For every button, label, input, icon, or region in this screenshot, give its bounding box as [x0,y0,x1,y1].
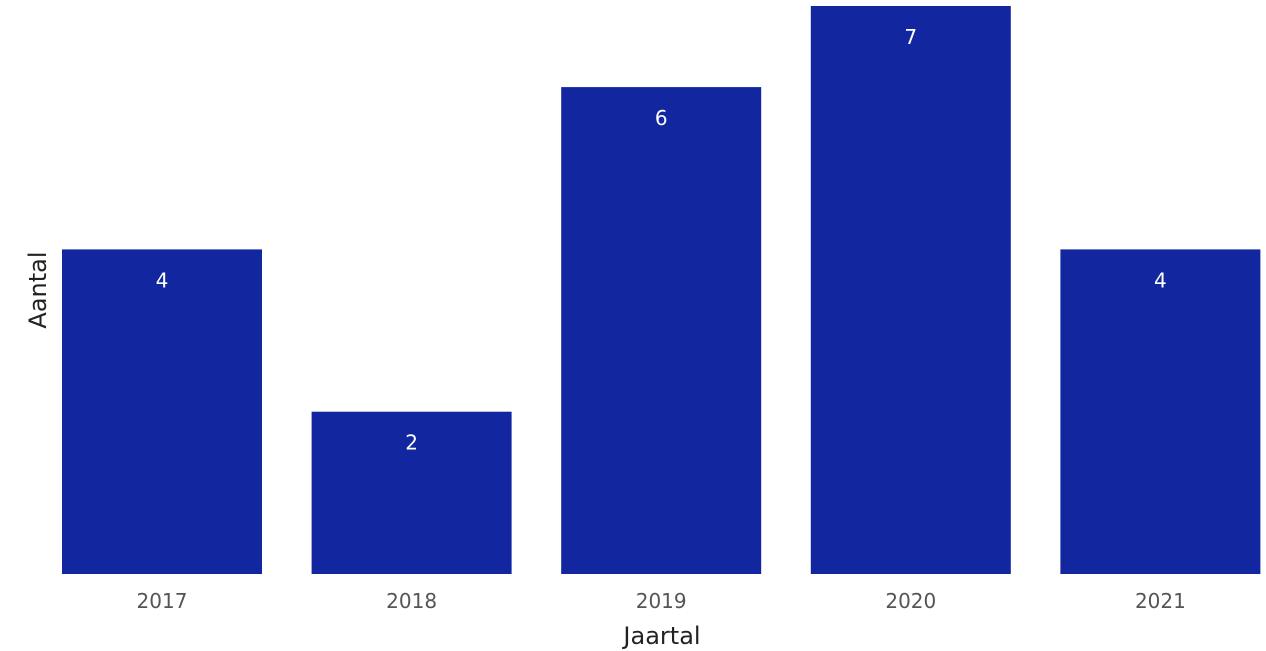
x-tick-labels: 2017 2018 2019 2020 2021 [137,589,1186,613]
x-tick-label-2017: 2017 [137,589,188,613]
bar-value-label-2020: 7 [904,25,917,49]
y-axis-title: Aantal [24,251,52,328]
bar-2021 [1060,249,1261,574]
x-axis-title: Jaartal [621,622,700,650]
bar-value-label-2021: 4 [1154,268,1167,292]
bar-value-label-2018: 2 [405,431,418,455]
x-tick-label-2021: 2021 [1135,589,1186,613]
bar-value-label-2017: 4 [156,268,169,292]
bar-value-label-2019: 6 [655,106,668,130]
x-tick-label-2020: 2020 [885,589,936,613]
bar-2019 [561,87,762,574]
x-tick-label-2018: 2018 [386,589,437,613]
bars-layer: 4 2 6 7 4 [62,6,1261,574]
x-tick-label-2019: 2019 [636,589,687,613]
bar-2018 [311,411,512,574]
bar-2020 [810,6,1011,574]
bar-2017 [62,249,262,574]
